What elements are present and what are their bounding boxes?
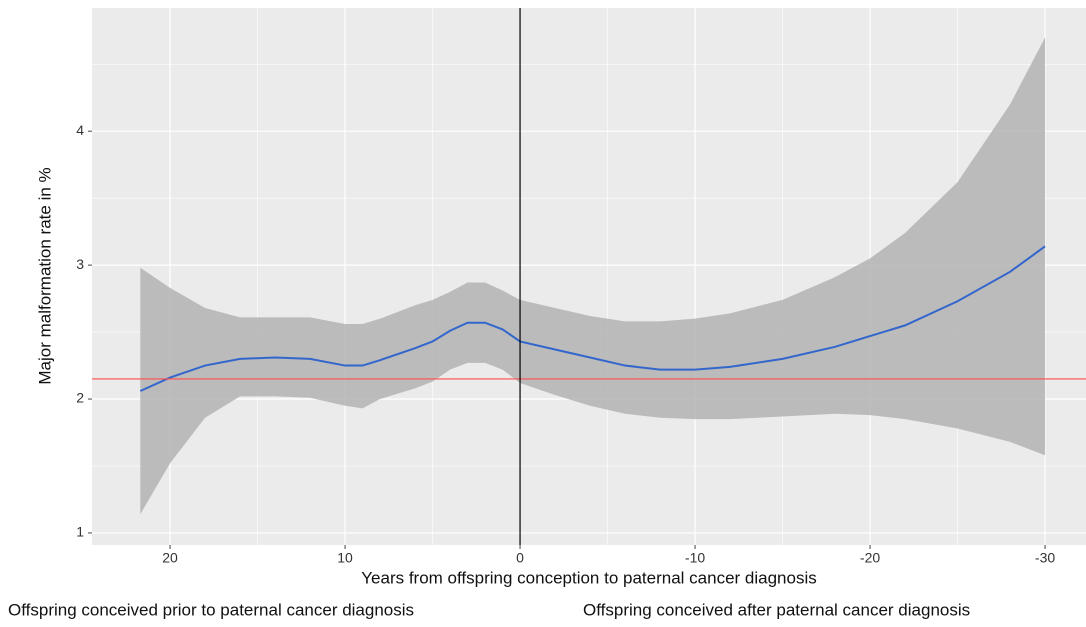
confidence-band [140, 37, 1046, 515]
x-tick-label: 20 [162, 550, 178, 566]
x-tick-label: -20 [860, 550, 880, 566]
x-tick-label: -10 [685, 550, 705, 566]
y-tick-label: 2 [76, 390, 84, 406]
annotation: Offspring conceived prior to paternal ca… [8, 600, 414, 619]
x-tick-label: -30 [1035, 550, 1055, 566]
y-tick-label: 3 [76, 256, 84, 272]
annotation: Offspring conceived after paternal cance… [583, 600, 970, 619]
y-tick-label: 1 [76, 524, 84, 540]
x-tick-label: 10 [337, 550, 353, 566]
x-axis-label: Years from offspring conception to pater… [361, 568, 817, 587]
line [139, 245, 1046, 392]
y-tick-label: 4 [76, 122, 84, 138]
y-axis-label: Major malformation rate in % [35, 167, 54, 384]
x-tick-label: 0 [516, 550, 524, 566]
